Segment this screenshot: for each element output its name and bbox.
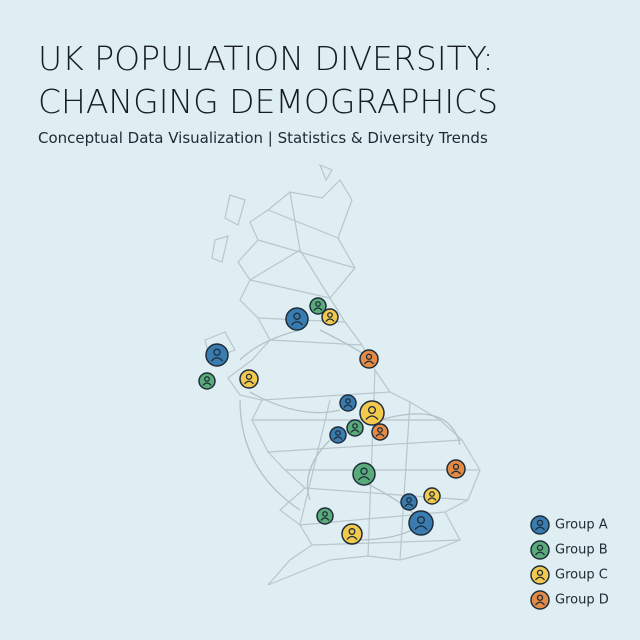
marker-head xyxy=(406,497,412,503)
marker-body xyxy=(291,321,303,326)
person-marker xyxy=(339,394,357,412)
person-marker xyxy=(371,423,389,441)
markers xyxy=(198,297,466,545)
marker-head xyxy=(204,376,210,382)
person-marker xyxy=(530,565,550,585)
person-marker xyxy=(341,523,363,545)
marker-body xyxy=(244,380,254,385)
marker-body xyxy=(404,503,414,507)
person-marker xyxy=(530,590,550,610)
person-marker xyxy=(329,426,347,444)
person-marker xyxy=(408,510,434,536)
legend-label: Group D xyxy=(555,593,609,608)
legend-label: Group C xyxy=(555,568,608,583)
marker-head xyxy=(536,569,544,576)
person-marker xyxy=(400,493,418,511)
person-marker xyxy=(285,307,309,331)
marker-body xyxy=(451,470,461,475)
marker-head xyxy=(536,594,544,601)
migration-arrows xyxy=(239,329,461,541)
person-marker xyxy=(352,462,376,486)
marker-body xyxy=(535,601,545,606)
marker-head xyxy=(213,348,221,356)
legend-label: Group A xyxy=(555,518,608,533)
marker-head xyxy=(416,515,426,525)
marker-head xyxy=(348,528,356,535)
marker-body xyxy=(365,415,379,421)
person-marker xyxy=(198,372,216,390)
legend: Group A Group B Group C Group D xyxy=(530,515,609,610)
marker-body xyxy=(343,404,353,408)
marker-body xyxy=(211,357,223,362)
marker-head xyxy=(322,511,328,517)
marker-body xyxy=(313,307,323,311)
person-marker xyxy=(309,297,327,315)
person-marker xyxy=(446,459,466,479)
marker-head xyxy=(352,423,358,429)
marker-body xyxy=(364,360,374,365)
marker-body xyxy=(320,517,330,521)
marker-head xyxy=(327,312,333,318)
marker-body xyxy=(346,535,358,540)
marker-head xyxy=(536,519,544,526)
marker-head xyxy=(377,427,383,433)
marker-head xyxy=(245,373,253,380)
person-marker xyxy=(359,400,385,426)
person-marker xyxy=(359,349,379,369)
marker-body xyxy=(414,525,428,531)
marker-body xyxy=(535,551,545,556)
marker-head xyxy=(293,312,301,320)
person-marker xyxy=(423,487,441,505)
person-marker xyxy=(316,507,334,525)
marker-head xyxy=(452,463,460,470)
marker-head xyxy=(536,544,544,551)
person-marker xyxy=(321,308,339,326)
marker-head xyxy=(345,398,351,404)
marker-head xyxy=(360,467,368,475)
marker-body xyxy=(202,382,212,386)
marker-body xyxy=(427,497,437,501)
marker-body xyxy=(333,436,343,440)
subtitle: Conceptual Data Visualization | Statisti… xyxy=(38,129,488,147)
marker-body xyxy=(535,526,545,531)
marker-body xyxy=(325,318,335,322)
marker-head xyxy=(315,301,321,307)
title-line: UK POPULATION DIVERSITY: xyxy=(38,39,494,78)
person-marker xyxy=(530,540,550,560)
marker-body xyxy=(358,476,370,481)
person-marker xyxy=(205,343,229,367)
marker-body xyxy=(535,576,545,581)
marker-body xyxy=(350,429,360,433)
marker-body xyxy=(375,433,385,437)
marker-head xyxy=(429,491,435,497)
person-marker xyxy=(346,419,364,437)
marker-head xyxy=(335,430,341,436)
marker-head xyxy=(367,405,377,415)
person-marker xyxy=(239,369,259,389)
person-marker xyxy=(530,515,550,535)
title-line: CHANGING DEMOGRAPHICS xyxy=(38,82,498,121)
legend-label: Group B xyxy=(555,543,608,558)
marker-head xyxy=(365,353,373,360)
